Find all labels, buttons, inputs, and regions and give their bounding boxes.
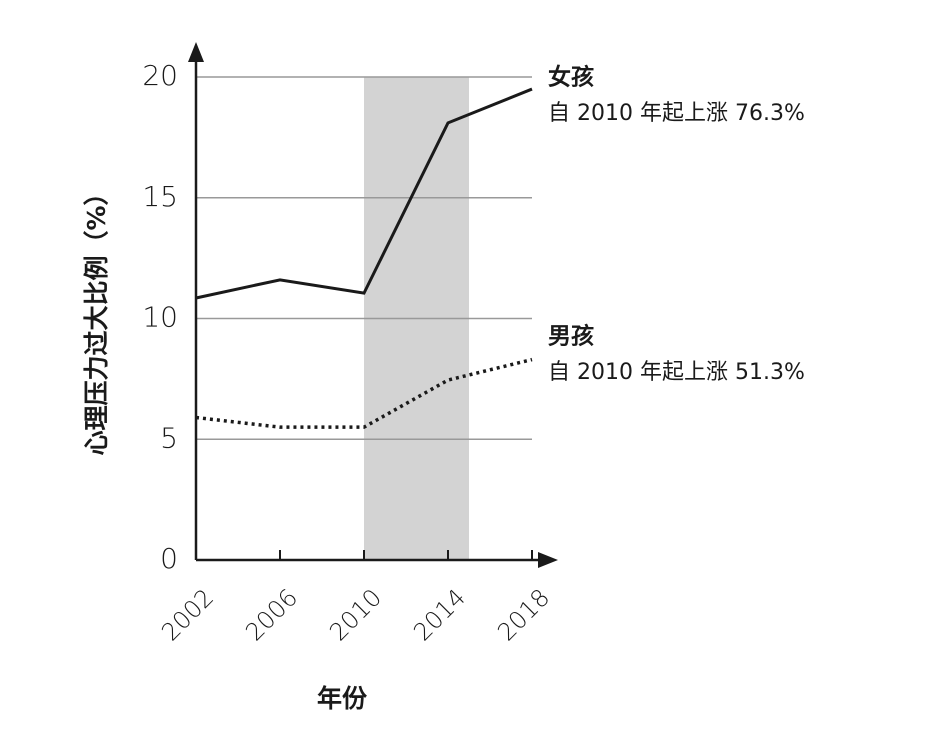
x-axis-arrow xyxy=(538,552,558,568)
x-tick-label: 2018 xyxy=(492,583,555,646)
y-tick-label: 10 xyxy=(142,301,178,334)
y-axis-title: 心理压力过大比例（%） xyxy=(82,180,111,455)
x-tick-label: 2002 xyxy=(156,583,219,646)
x-tick-label: 2010 xyxy=(324,583,387,646)
series-annotation: 自 2010 年起上涨 76.3% xyxy=(548,101,805,126)
series-name: 女孩 xyxy=(548,64,594,91)
series-name: 男孩 xyxy=(548,323,594,350)
y-tick-label: 15 xyxy=(142,180,178,213)
series-line xyxy=(195,87,533,300)
series-annotation: 自 2010 年起上涨 51.3% xyxy=(548,360,805,385)
y-tick-label: 0 xyxy=(160,542,178,575)
series-line xyxy=(195,357,533,429)
x-tick-label: 2014 xyxy=(408,583,471,646)
y-tick-label: 20 xyxy=(142,59,178,92)
x-axis-title: 年份 xyxy=(317,684,367,713)
x-tick-label: 2006 xyxy=(240,583,303,646)
y-axis-arrow xyxy=(188,42,204,62)
y-tick-label: 5 xyxy=(160,421,178,454)
